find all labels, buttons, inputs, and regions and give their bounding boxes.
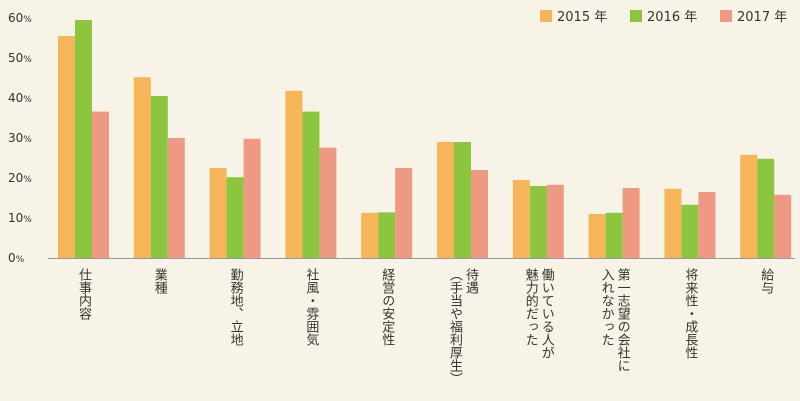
bar — [622, 188, 640, 258]
legend-swatch — [720, 10, 732, 22]
bar — [605, 212, 623, 258]
bar — [664, 188, 682, 258]
bar — [698, 192, 716, 258]
bar — [740, 154, 758, 258]
y-tick-label: 30% — [8, 131, 32, 145]
x-axis-labels: 仕事内容 業種 勤務地、立地 社風・雰囲気 経営の安定性 待遇（手当や福利厚生） 働いている… — [76, 267, 774, 385]
bar — [437, 142, 454, 258]
bar — [226, 177, 244, 258]
y-tick-label: 40% — [8, 91, 32, 105]
bar — [75, 20, 92, 258]
y-tick-unit: % — [23, 175, 32, 185]
x-tick-label: 働いている人が — [539, 268, 555, 359]
bar — [774, 194, 792, 258]
y-axis: 0% 10% 20% 30% 40% 50% 60% — [8, 11, 32, 265]
bar — [454, 142, 471, 258]
x-tick-label: 経営の安定性 — [379, 268, 395, 346]
y-tick-unit: % — [23, 15, 32, 25]
bar — [209, 168, 227, 258]
y-tick-label: 50% — [8, 51, 32, 65]
x-tick-label: 仕事内容 — [76, 268, 92, 321]
y-tick-unit: % — [23, 95, 32, 105]
bar — [133, 77, 151, 258]
bar — [757, 158, 775, 258]
y-tick-label: 60% — [8, 11, 32, 25]
x-tick-label: 第一志望の会社に — [615, 268, 631, 372]
bar — [395, 168, 413, 258]
x-tick-label: 給与 — [758, 268, 774, 294]
x-tick-label: 待遇 — [463, 268, 479, 295]
legend-label: 2015 年 — [557, 10, 607, 25]
y-tick-unit: % — [23, 215, 32, 225]
bar — [361, 212, 379, 258]
bar — [319, 147, 337, 258]
bar — [285, 90, 303, 258]
bars — [58, 20, 792, 258]
legend-label: 2017 年 — [737, 10, 787, 25]
bar — [150, 96, 168, 258]
bar — [167, 138, 185, 258]
x-tick-label: 業種 — [152, 267, 168, 294]
bar — [681, 204, 699, 258]
bar — [546, 184, 564, 258]
legend-swatch — [540, 10, 552, 22]
bar — [92, 111, 109, 258]
y-tick-label: 10% — [8, 211, 32, 225]
y-tick-unit: % — [16, 255, 25, 265]
x-tick-label: 将来性・成長性 — [682, 268, 698, 359]
bar — [378, 212, 396, 258]
x-tick-label: （手当や福利厚生） — [447, 268, 463, 385]
bar — [302, 111, 320, 258]
x-tick-label: 社風・雰囲気 — [303, 267, 319, 347]
bar — [471, 170, 488, 258]
y-tick-label: 20% — [8, 171, 32, 185]
bar — [58, 36, 75, 258]
bar — [512, 180, 530, 258]
x-tick-label: 入れなかった — [599, 268, 615, 346]
x-tick-label: 魅力的だった — [523, 268, 539, 346]
y-tick-unit: % — [23, 55, 32, 65]
legend-swatch — [630, 10, 642, 22]
x-tick-label: 勤務地、立地 — [228, 268, 244, 346]
bar — [243, 138, 261, 258]
bar — [588, 214, 606, 258]
legend-label: 2016 年 — [647, 10, 697, 25]
y-tick-unit: % — [23, 135, 32, 145]
legend: 2015 年 2016 年 2017 年 — [540, 10, 787, 25]
bar — [529, 186, 547, 258]
y-tick-label: 0% — [8, 251, 25, 265]
